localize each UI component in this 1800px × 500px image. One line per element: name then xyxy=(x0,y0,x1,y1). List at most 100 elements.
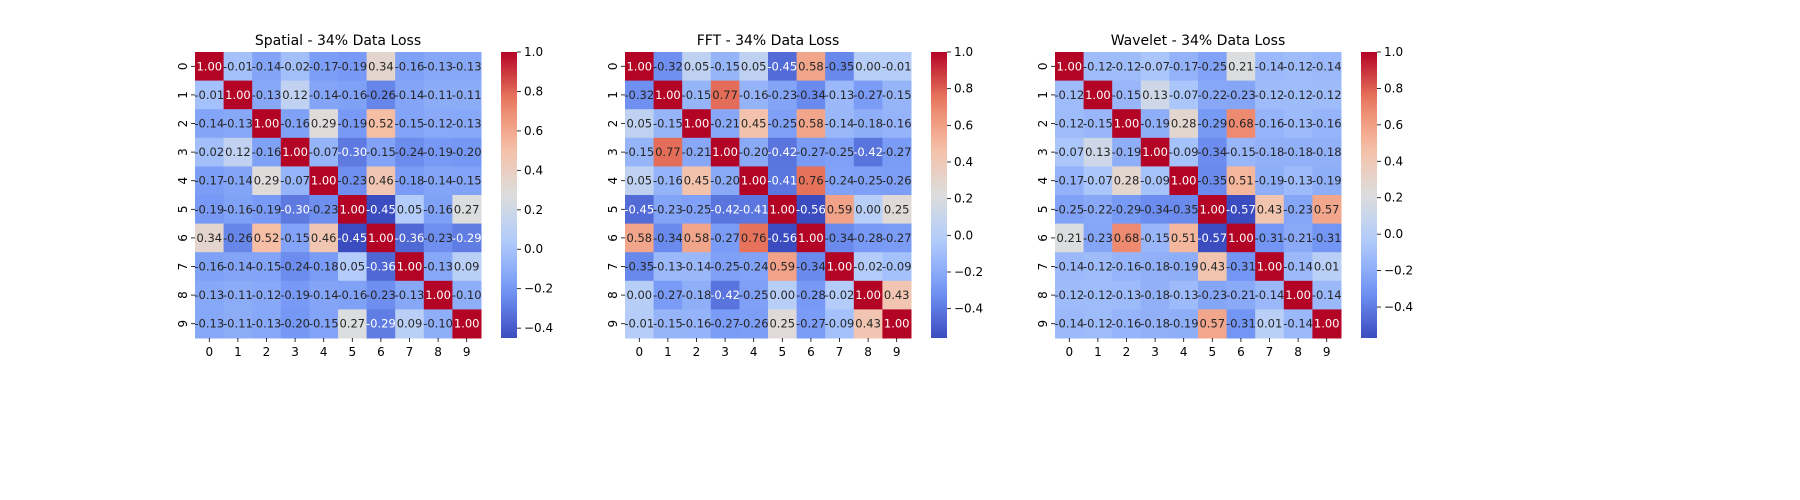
x-tick-label: 9 xyxy=(1323,345,1331,359)
cell-value-label: -0.20 xyxy=(710,174,740,188)
heatmap-cell xyxy=(1226,280,1256,310)
cell-value-label: -0.11 xyxy=(223,288,253,302)
heatmap-cell xyxy=(309,309,339,339)
heatmap-cell xyxy=(395,223,425,253)
heatmap-cell xyxy=(223,52,253,82)
cell-value-label: 0.12 xyxy=(225,145,251,159)
cell-value-label: -0.07 xyxy=(1140,59,1170,73)
heatmap-cell xyxy=(1055,52,1085,82)
heatmap-cell xyxy=(739,166,769,196)
heatmap-cell xyxy=(825,52,855,82)
cell-value-label: 0.76 xyxy=(741,231,767,245)
cell-value-label: -0.23 xyxy=(1226,88,1256,102)
heatmap-cell xyxy=(1226,195,1256,225)
colorbar-tick-label: 1.0 xyxy=(1384,45,1403,59)
heatmap-cell xyxy=(309,195,339,225)
cell-value-label: 0.01 xyxy=(1314,260,1340,274)
heatmap-cell xyxy=(768,223,798,253)
heatmap-cell xyxy=(1169,166,1199,196)
heatmap-cell xyxy=(423,137,453,167)
cell-value-label: 0.58 xyxy=(626,231,652,245)
heatmap-cell xyxy=(625,280,655,310)
y-tick-label: 1 xyxy=(1036,91,1050,99)
heatmap-cell xyxy=(1083,52,1113,82)
heatmap-cell xyxy=(366,52,396,82)
heatmap-cell xyxy=(423,252,453,282)
heatmap-cell xyxy=(710,280,740,310)
cell-value-label: 0.00 xyxy=(855,59,881,73)
heatmap-cell xyxy=(280,223,310,253)
cell-value-label: -0.18 xyxy=(1283,145,1313,159)
heatmap-cell xyxy=(825,137,855,167)
heatmap-cell xyxy=(796,137,826,167)
heatmap-cell xyxy=(739,137,769,167)
cell-value-label: 0.59 xyxy=(827,202,853,216)
y-tick-label: 9 xyxy=(1036,320,1050,328)
heatmap-cell xyxy=(1055,252,1085,282)
heatmap-cell xyxy=(825,109,855,139)
cell-value-label: 0.05 xyxy=(397,202,423,216)
cell-value-label: -0.22 xyxy=(1197,88,1227,102)
cell-value-label: -0.29 xyxy=(1197,117,1227,131)
heatmap-cell xyxy=(1169,80,1199,110)
heatmap-cell xyxy=(280,52,310,82)
cell-value-label: 0.09 xyxy=(397,317,423,331)
heatmap-cell xyxy=(653,80,683,110)
heatmap-cell xyxy=(280,109,310,139)
cell-value-label: -0.34 xyxy=(1140,202,1170,216)
cell-value-label: 0.00 xyxy=(769,288,795,302)
heatmap-cell xyxy=(739,309,769,339)
cell-value-label: -0.14 xyxy=(1283,317,1313,331)
y-tick-label: 9 xyxy=(606,320,620,328)
heatmap-cell xyxy=(338,309,368,339)
heatmap-cell xyxy=(1312,80,1342,110)
cell-value-label: 1.00 xyxy=(1056,59,1082,73)
heatmap-cell xyxy=(739,252,769,282)
cell-value-label: -0.20 xyxy=(280,317,310,331)
cell-value-label: -0.14 xyxy=(395,88,425,102)
heatmap-cell xyxy=(825,166,855,196)
cell-value-label: -0.13 xyxy=(252,317,282,331)
cell-value-label: -0.19 xyxy=(423,145,453,159)
cell-value-label: -0.12 xyxy=(1283,88,1313,102)
x-tick-label: 9 xyxy=(463,345,471,359)
cell-value-label: -0.26 xyxy=(366,88,396,102)
heatmap-cell xyxy=(882,52,912,82)
heatmap-cell xyxy=(796,309,826,339)
heatmap-cell xyxy=(280,80,310,110)
cell-value-label: -0.13 xyxy=(653,260,683,274)
y-tick-label: 2 xyxy=(1036,120,1050,128)
colorbar-tick-label: 0.8 xyxy=(1384,81,1403,95)
heatmap-cell xyxy=(1283,80,1313,110)
cell-value-label: -0.14 xyxy=(223,260,253,274)
y-tick-label: 4 xyxy=(1036,177,1050,185)
cell-value-label: -0.15 xyxy=(309,317,339,331)
heatmap-cell xyxy=(195,280,225,310)
cell-value-label: 0.43 xyxy=(1199,260,1225,274)
cell-value-label: -0.42 xyxy=(710,288,740,302)
heatmap-cell xyxy=(252,195,282,225)
cell-value-label: 1.00 xyxy=(196,59,222,73)
heatmap-cell xyxy=(1255,52,1285,82)
cell-value-label: -0.12 xyxy=(1312,88,1342,102)
heatmap-cell xyxy=(309,252,339,282)
cell-value-label: -0.19 xyxy=(194,202,224,216)
heatmap-cell xyxy=(768,166,798,196)
x-tick-label: 5 xyxy=(348,345,356,359)
cell-value-label: -0.45 xyxy=(366,202,396,216)
heatmap-cell xyxy=(223,309,253,339)
cell-value-label: 1.00 xyxy=(884,317,910,331)
heatmap-cell xyxy=(768,195,798,225)
chart-title: FFT - 34% Data Loss xyxy=(697,33,840,49)
heatmap-cell xyxy=(423,52,453,82)
cell-value-label: -0.19 xyxy=(1312,174,1342,188)
cell-value-label: 0.52 xyxy=(254,231,280,245)
cell-value-label: -0.11 xyxy=(223,317,253,331)
heatmap-cell xyxy=(1169,252,1199,282)
heatmap-cell xyxy=(395,80,425,110)
heatmap-cell xyxy=(1226,309,1256,339)
cell-value-label: -0.02 xyxy=(280,59,310,73)
cell-value-label: -0.01 xyxy=(194,88,224,102)
colorbar-tick-label: 0.6 xyxy=(1384,118,1403,132)
cell-value-label: -0.18 xyxy=(853,117,883,131)
